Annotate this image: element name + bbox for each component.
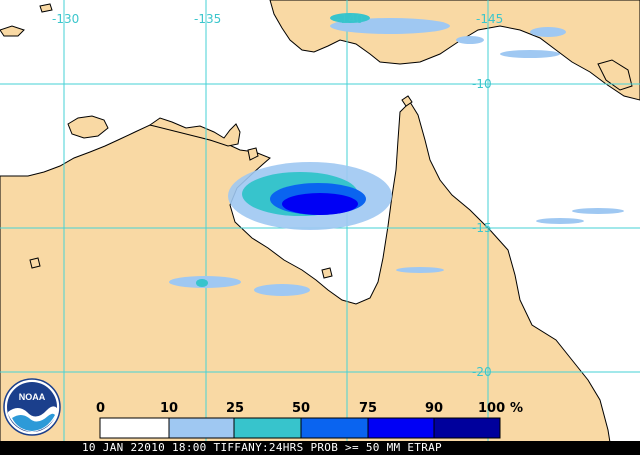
melville-island	[67, 115, 109, 139]
groote-eylandt	[247, 147, 259, 161]
lon-label-135: -135	[194, 12, 222, 26]
probability-field	[169, 13, 624, 296]
australia-mainland	[0, 101, 613, 455]
prob-25-50-west	[196, 279, 208, 287]
torres-islands	[401, 95, 413, 107]
prob-10-25-coral-3	[536, 218, 584, 224]
lon-label-145: -145	[476, 12, 504, 26]
prob-10-25-png-2	[500, 50, 560, 58]
legend-tick-25: 25	[226, 401, 245, 416]
prob-25-50-png	[330, 13, 370, 23]
lon-label-130: -130	[52, 12, 80, 26]
prob-10-25-png-3	[530, 27, 566, 37]
legend-tick-50: 50	[292, 401, 311, 416]
prob-75-90-gulf	[282, 193, 358, 215]
prob-10-25-south	[254, 284, 310, 296]
legend-bin-90-100	[433, 417, 501, 439]
legend-unit: %	[510, 401, 524, 416]
legend-tick-10: 10	[160, 401, 179, 416]
prob-10-25-coral-2	[572, 208, 624, 214]
legend-bin-0-10	[99, 417, 170, 439]
legend-bin-10-25	[168, 417, 235, 439]
lon-label-140: -140	[336, 12, 364, 26]
lat-label-15: -15	[472, 221, 492, 235]
prob-10-25-png-4	[456, 36, 484, 44]
legend-bin-50-75	[300, 417, 369, 439]
legend-tick-100: 100	[478, 401, 506, 416]
island-nw-1	[0, 25, 25, 37]
legend-tick-75: 75	[359, 401, 378, 416]
island-west	[29, 257, 41, 269]
legend-bin-25-50	[233, 417, 302, 439]
island-ne	[597, 59, 633, 91]
noaa-logo-icon: NOAA	[3, 378, 61, 436]
legend-bin-75-90	[367, 417, 435, 439]
footer-caption: 10 JAN 22010 18:00 TIFFANY:24HRS PROB >=…	[82, 441, 442, 454]
footer-bar: 10 JAN 22010 18:00 TIFFANY:24HRS PROB >=…	[0, 441, 640, 455]
island-nw-2	[39, 3, 53, 13]
legend-tick-90: 90	[425, 401, 444, 416]
arnhem-land	[148, 117, 241, 147]
lat-label-10: -10	[472, 77, 492, 91]
legend-bar	[99, 417, 501, 439]
legend-tick-0: 0	[96, 401, 106, 416]
lat-label-20: -20	[472, 365, 492, 379]
noaa-logo-text: NOAA	[19, 392, 46, 402]
prob-10-25-coral-1	[396, 267, 444, 273]
mornington-island	[321, 267, 333, 279]
